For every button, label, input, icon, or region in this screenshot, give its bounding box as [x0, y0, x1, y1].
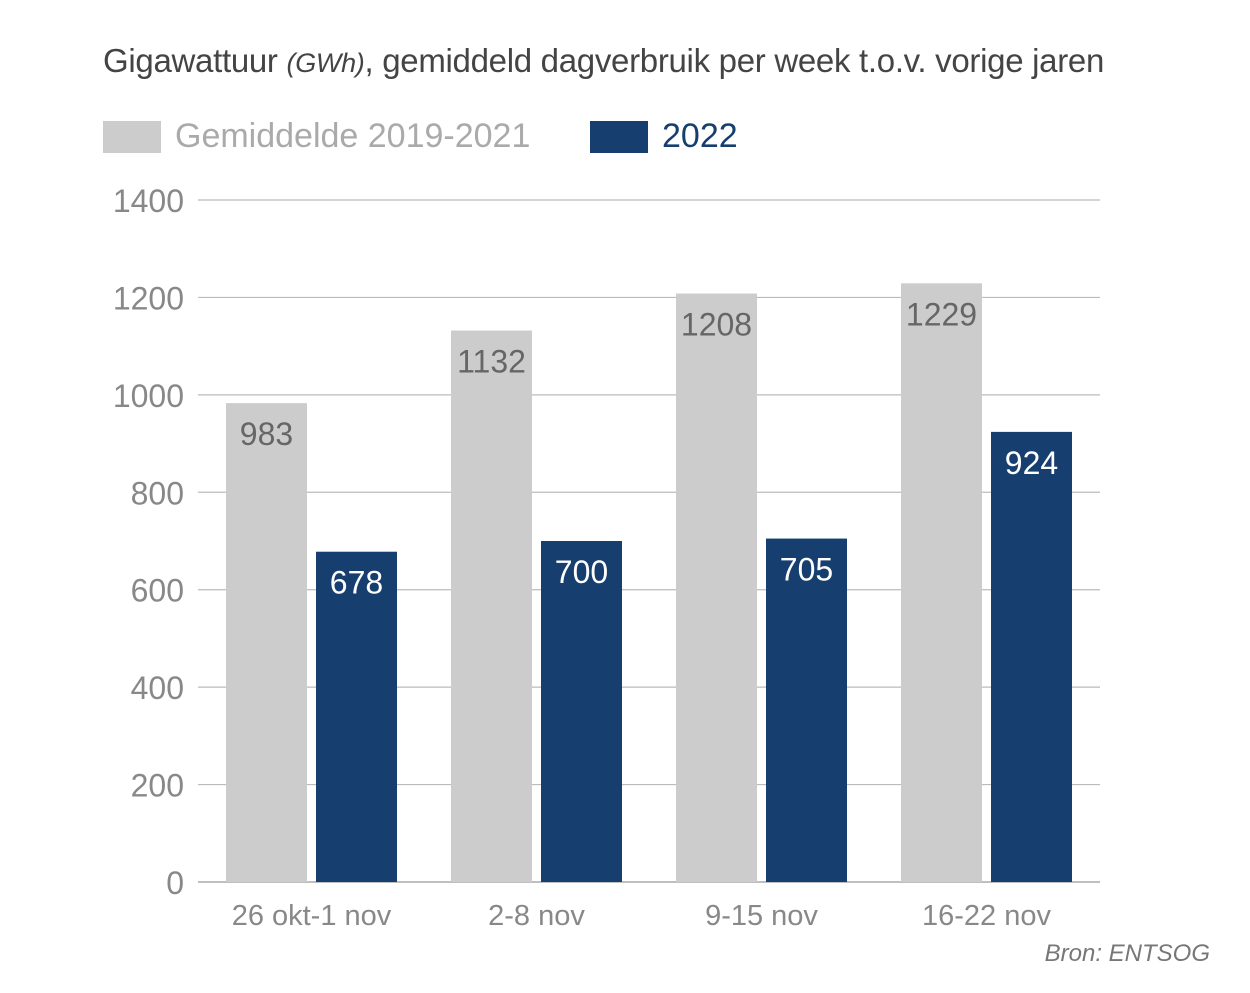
y-tick-label: 600 [131, 573, 184, 609]
chart-title: Gigawattuur (GWh), gemiddeld dagverbruik… [103, 42, 1104, 80]
bar-2022 [316, 551, 397, 882]
data-label: 705 [780, 552, 833, 588]
y-tick-label: 400 [131, 670, 184, 706]
x-tick-label: 2-8 nov [488, 900, 585, 932]
data-label: 700 [555, 554, 608, 590]
title-main: Gigawattuur [103, 42, 278, 79]
x-tick-label: 9-15 nov [705, 900, 818, 932]
legend-label-average: Gemiddelde 2019-2021 [175, 117, 531, 155]
bar-average [901, 283, 982, 883]
data-label: 1208 [681, 307, 752, 343]
legend-item-2022: 2022 [590, 117, 738, 156]
data-label: 1229 [906, 296, 977, 332]
bar-2022 [991, 431, 1072, 882]
title-rest: , gemiddeld dagverbruik per week t.o.v. … [364, 42, 1105, 79]
x-tick-label: 16-22 nov [922, 900, 1051, 932]
bar-2022 [766, 538, 847, 882]
bar-average [451, 330, 532, 882]
y-tick-label: 0 [166, 865, 184, 901]
bar-average [226, 403, 307, 882]
y-tick-label: 1200 [113, 280, 184, 316]
data-label: 678 [330, 565, 383, 601]
bar-2022 [541, 541, 622, 882]
legend-swatch-average [103, 120, 161, 153]
x-tick-label: 26 okt-1 nov [232, 900, 392, 932]
y-tick-label: 200 [131, 768, 184, 804]
source-note: Bron: ENTSOG [1044, 940, 1210, 967]
data-label: 924 [1005, 445, 1058, 481]
y-tick-label: 1400 [113, 183, 184, 219]
data-label: 1132 [457, 344, 526, 380]
legend-swatch-2022 [590, 120, 648, 153]
bar-average [676, 293, 757, 882]
legend-label-2022: 2022 [662, 117, 738, 155]
y-tick-label: 1000 [113, 378, 184, 414]
data-label: 983 [240, 416, 293, 452]
y-tick-label: 800 [131, 475, 184, 511]
legend-item-average: Gemiddelde 2019-2021 [103, 117, 530, 156]
title-unit: (GWh) [286, 48, 365, 78]
